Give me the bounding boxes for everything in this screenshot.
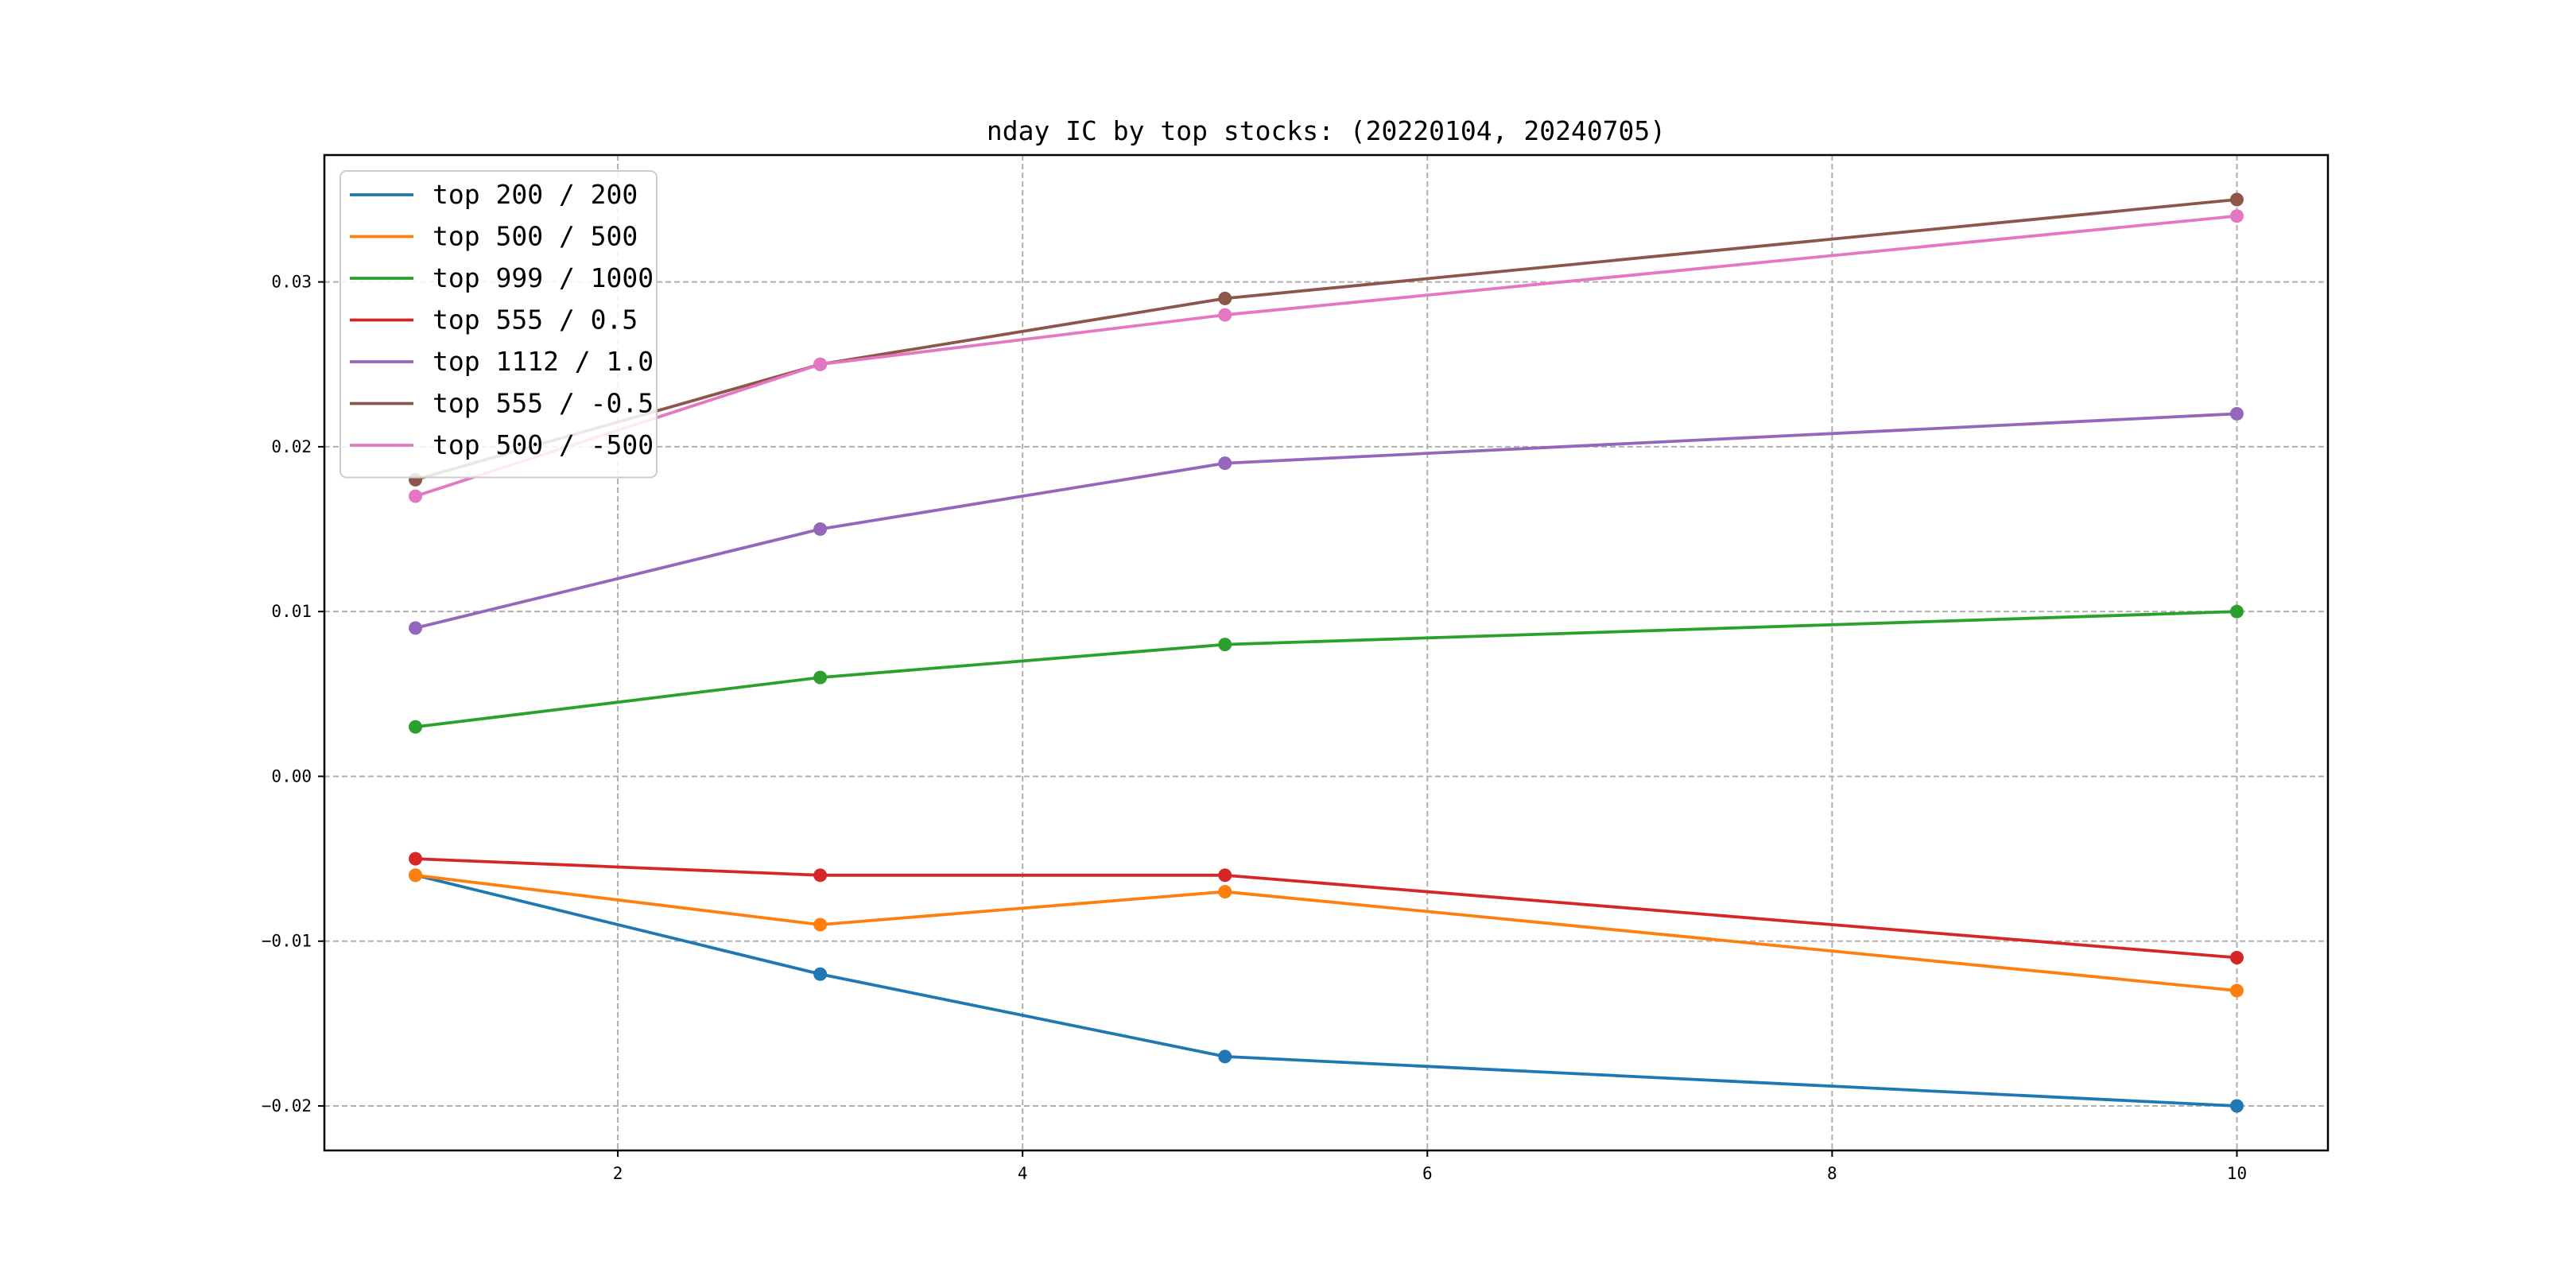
y-tick-label: 0.01 bbox=[271, 602, 312, 621]
data-point bbox=[1218, 1049, 1232, 1064]
data-point bbox=[2229, 209, 2244, 223]
data-point bbox=[813, 357, 828, 371]
data-point bbox=[813, 868, 828, 883]
data-point bbox=[2229, 604, 2244, 619]
series-4 bbox=[409, 406, 2244, 635]
data-point bbox=[813, 670, 828, 685]
data-point bbox=[409, 489, 423, 503]
series-2 bbox=[409, 604, 2244, 734]
data-point bbox=[813, 967, 828, 981]
data-point bbox=[409, 852, 423, 866]
series-0 bbox=[409, 868, 2244, 1113]
legend-box bbox=[339, 170, 658, 479]
data-point bbox=[409, 621, 423, 635]
y-tick-label: −0.01 bbox=[262, 932, 312, 951]
data-point bbox=[1218, 308, 1232, 322]
legend-label: top 555 / 0.5 bbox=[433, 305, 638, 336]
data-point bbox=[1218, 885, 1232, 899]
data-point bbox=[2229, 950, 2244, 964]
series-line bbox=[415, 857, 2237, 960]
chart-title: nday IC by top stocks: (20220104, 202407… bbox=[987, 115, 1666, 146]
series-line bbox=[415, 873, 2237, 992]
data-point bbox=[1218, 456, 1232, 471]
data-point bbox=[1218, 291, 1232, 305]
legend-label: top 500 / -500 bbox=[433, 429, 654, 460]
legend-label: top 500 / 500 bbox=[433, 221, 638, 252]
series-line bbox=[415, 610, 2237, 729]
axis-layer: 2 4 6 8 10 −0.02 −0.01 0.00 0.01 0.02 0.03 bbox=[262, 273, 2247, 1183]
data-point bbox=[1218, 638, 1232, 652]
y-tick-label: 0.02 bbox=[271, 437, 312, 456]
series-line bbox=[415, 412, 2237, 630]
data-point bbox=[2229, 1099, 2244, 1113]
x-tick-label: 6 bbox=[1422, 1164, 1433, 1183]
data-point bbox=[813, 522, 828, 537]
data-point bbox=[2229, 983, 2244, 998]
x-tick-label: 10 bbox=[2227, 1164, 2247, 1183]
data-point bbox=[2229, 192, 2244, 207]
data-point bbox=[409, 868, 423, 883]
legend: top 200 / 200 top 500 / 500 top 999 / 1000… bbox=[339, 170, 658, 479]
grid-layer bbox=[324, 155, 2328, 1150]
legend-label: top 1112 / 1.0 bbox=[433, 346, 654, 377]
series-layer bbox=[409, 192, 2244, 1113]
data-point bbox=[1218, 868, 1232, 883]
y-tick-label: −0.02 bbox=[262, 1096, 312, 1115]
series-1 bbox=[409, 868, 2244, 998]
legend-label: top 200 / 200 bbox=[433, 179, 638, 210]
plot-frame bbox=[323, 153, 2330, 1152]
y-tick-label: 0.00 bbox=[271, 766, 312, 786]
series-3 bbox=[409, 852, 2244, 964]
data-point bbox=[813, 918, 828, 932]
x-tick-label: 4 bbox=[1018, 1164, 1028, 1183]
series-line bbox=[415, 873, 2237, 1108]
x-tick-label: 8 bbox=[1827, 1164, 1837, 1183]
y-tick-label: 0.03 bbox=[271, 273, 312, 292]
legend-label: top 999 / 1000 bbox=[433, 262, 654, 293]
data-point bbox=[2229, 406, 2244, 421]
legend-label: top 555 / -0.5 bbox=[433, 388, 654, 419]
x-tick-label: 2 bbox=[613, 1164, 623, 1183]
data-point bbox=[409, 720, 423, 734]
